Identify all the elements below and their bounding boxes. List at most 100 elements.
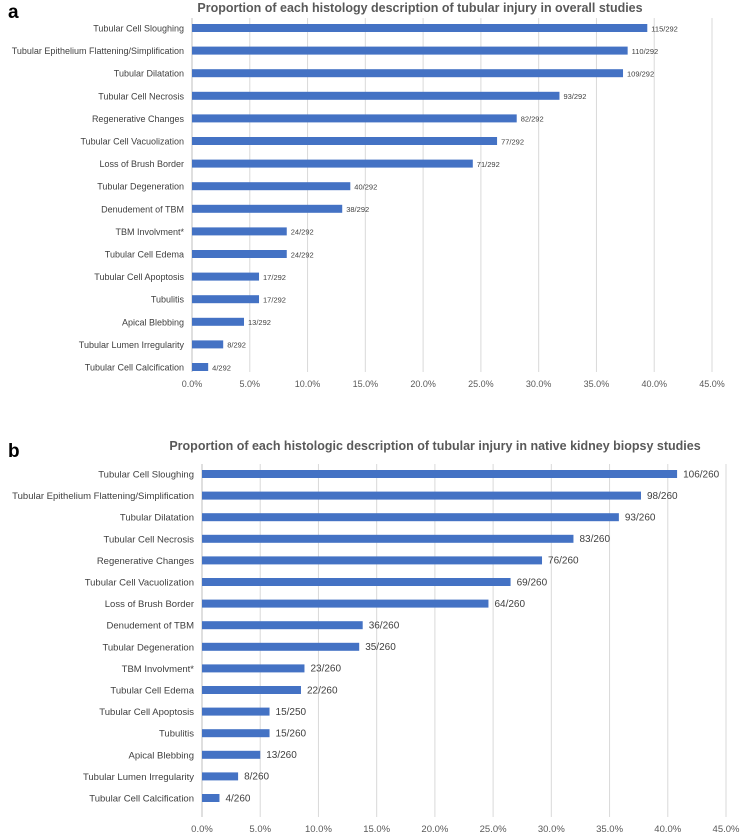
bar: [202, 750, 261, 759]
panel-b-letter: b: [8, 441, 20, 462]
category-label: TBM Involvment*: [115, 227, 184, 237]
bar: [202, 664, 305, 673]
x-tick-label: 25.0%: [480, 824, 507, 835]
bar-data-label: 110/292: [632, 47, 659, 56]
bar: [202, 772, 239, 781]
bar-data-label: 83/260: [579, 534, 610, 545]
x-tick-label: 35.0%: [584, 379, 610, 389]
bar-data-label: 4/260: [225, 793, 250, 804]
bar: [202, 599, 489, 608]
category-label: Tubular Cell Calcification: [89, 794, 194, 805]
bar: [192, 204, 343, 213]
bar: [192, 227, 287, 236]
chart-title: Proportion of each histologic descriptio…: [169, 439, 700, 453]
bar: [202, 621, 363, 630]
bar-data-label: 71/292: [477, 160, 500, 169]
bar-data-label: 115/292: [651, 24, 678, 33]
category-label: TBM Involvment*: [122, 664, 195, 675]
category-label: Tubulitis: [159, 729, 194, 740]
category-label: Loss of Brush Border: [99, 159, 184, 169]
category-label: Loss of Brush Border: [105, 599, 194, 610]
bar: [192, 340, 224, 349]
category-label: Tubular Lumen Irregularity: [83, 772, 194, 783]
bar-data-label: 24/292: [291, 228, 314, 237]
bar: [192, 46, 628, 55]
x-tick-label: 35.0%: [596, 824, 623, 835]
bar-data-label: 106/260: [683, 469, 720, 480]
bar: [192, 137, 498, 145]
category-label: Denudement of TBM: [107, 621, 195, 632]
bar-data-label: 8/292: [227, 341, 246, 350]
bar-data-label: 40/292: [354, 183, 377, 192]
category-label: Tubular Cell Apoptosis: [99, 707, 194, 718]
bar-data-label: 82/292: [521, 115, 544, 124]
bar: [202, 491, 641, 500]
bar-data-label: 4/292: [212, 363, 231, 372]
bar-data-label: 17/292: [263, 296, 286, 305]
category-label: Denudement of TBM: [101, 204, 184, 214]
bar: [202, 556, 543, 565]
category-label: Tubular Cell Calcification: [85, 363, 184, 373]
category-label: Tubular Epithelium Flattening/Simplifica…: [12, 46, 184, 56]
chart-a: Proportion of each histology description…: [12, 1, 725, 389]
category-label: Tubular Lumen Irregularity: [79, 340, 185, 350]
category-label: Tubular Cell Edema: [105, 250, 184, 260]
bar-data-label: 93/260: [625, 513, 656, 524]
bar: [202, 707, 270, 716]
bar: [202, 729, 270, 738]
panel-a-letter: a: [8, 2, 19, 23]
bar-data-label: 69/260: [517, 577, 548, 588]
x-tick-label: 10.0%: [295, 379, 321, 389]
x-tick-label: 5.0%: [240, 379, 261, 389]
x-tick-label: 40.0%: [654, 824, 681, 835]
bar-data-label: 8/260: [244, 772, 269, 783]
bar: [202, 578, 511, 586]
x-tick-label: 30.0%: [526, 379, 552, 389]
bar: [192, 91, 560, 100]
category-label: Tubular Cell Sloughing: [98, 470, 194, 481]
category-label: Apical Blebbing: [129, 750, 195, 761]
category-label: Regenerative Changes: [92, 114, 185, 124]
bar-data-label: 15/260: [276, 729, 307, 740]
category-label: Apical Blebbing: [122, 317, 184, 327]
bar-data-label: 77/292: [501, 137, 524, 146]
category-label: Tubular Cell Apoptosis: [94, 272, 184, 282]
x-tick-label: 45.0%: [699, 379, 725, 389]
category-label: Tubular Cell Necrosis: [104, 534, 195, 545]
x-tick-label: 0.0%: [191, 824, 213, 835]
x-tick-label: 5.0%: [249, 824, 271, 835]
category-label: Tubular Epithelium Flattening/Simplifica…: [12, 491, 194, 502]
x-tick-label: 20.0%: [410, 379, 436, 389]
bar: [192, 295, 260, 304]
chart-title: Proportion of each histology description…: [197, 1, 642, 15]
bar: [192, 250, 287, 258]
bar: [192, 272, 260, 281]
chart-b: Proportion of each histologic descriptio…: [12, 439, 740, 835]
category-label: Tubular Dilatation: [120, 513, 194, 524]
bar-data-label: 13/260: [266, 750, 297, 761]
category-label: Tubular Cell Necrosis: [98, 91, 184, 101]
x-tick-label: 15.0%: [363, 824, 390, 835]
bar-data-label: 98/260: [647, 491, 678, 502]
category-label: Tubular Cell Vacuolization: [80, 137, 184, 147]
x-tick-label: 20.0%: [421, 824, 448, 835]
category-label: Tubular Cell Sloughing: [93, 24, 184, 34]
x-tick-label: 25.0%: [468, 379, 494, 389]
bar-data-label: 23/260: [310, 664, 341, 675]
bar: [192, 69, 624, 78]
category-label: Tubular Cell Edema: [110, 686, 194, 697]
bar-data-label: 109/292: [627, 70, 654, 79]
x-tick-label: 10.0%: [305, 824, 332, 835]
bar-data-label: 15/250: [276, 707, 307, 718]
bar: [202, 534, 574, 543]
bar: [202, 642, 360, 651]
bar: [192, 182, 351, 191]
x-tick-label: 30.0%: [538, 824, 565, 835]
category-label: Tubular Dilatation: [114, 69, 184, 79]
bar-data-label: 22/260: [307, 685, 338, 696]
bar-data-label: 35/260: [365, 642, 396, 653]
category-label: Tubulitis: [151, 295, 185, 305]
bar-data-label: 17/292: [263, 273, 286, 282]
bar: [202, 686, 301, 694]
